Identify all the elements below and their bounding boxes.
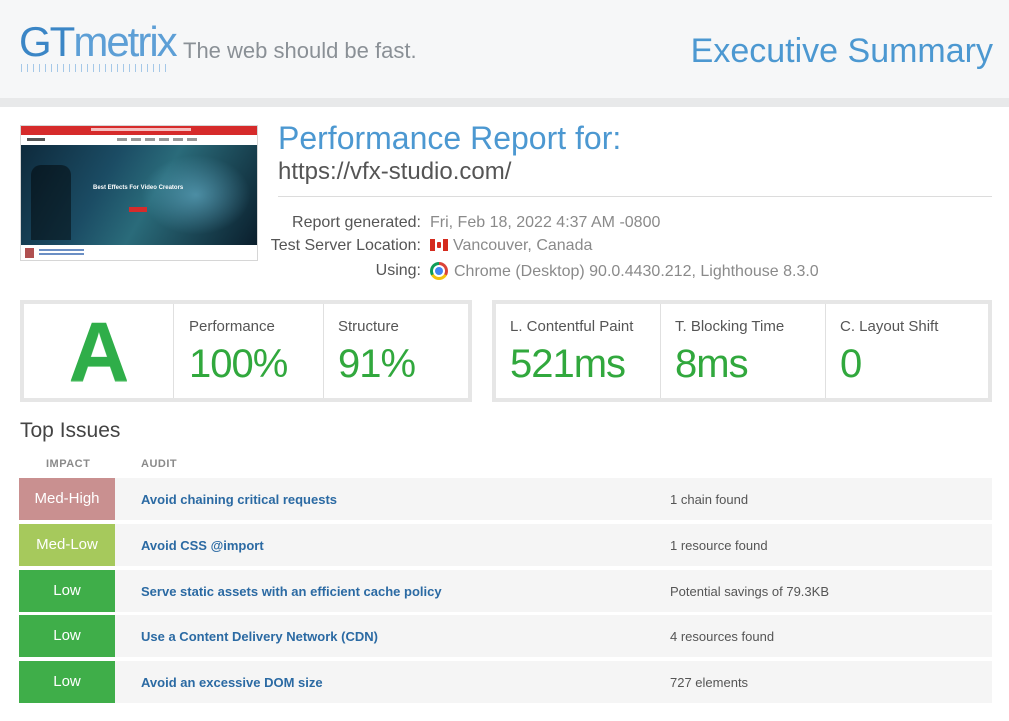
impact-badge: Med-High <box>19 478 115 520</box>
audit-name[interactable]: Use a Content Delivery Network (CDN) <box>141 629 378 644</box>
header-divider <box>0 98 1009 107</box>
impact-badge: Med-Low <box>19 524 115 566</box>
using-value: Chrome (Desktop) 90.0.4430.212, Lighthou… <box>454 263 819 280</box>
logo-gt-text: GT <box>19 18 75 65</box>
issue-row[interactable]: Low Serve static assets with an efficien… <box>19 570 992 612</box>
structure-metric: Structure 91% <box>324 304 468 398</box>
tbt-metric: T. Blocking Time 8ms <box>661 304 825 398</box>
audit-name[interactable]: Avoid chaining critical requests <box>141 492 338 507</box>
audit-column-header: AUDIT <box>141 458 178 470</box>
audit-result: 1 chain found <box>670 492 749 507</box>
cls-metric: C. Layout Shift 0 <box>826 304 988 398</box>
page-title: Executive Summary <box>690 32 993 70</box>
canada-flag-icon <box>430 239 448 251</box>
impact-badge: Low <box>19 661 115 703</box>
impact-column-header: IMPACT <box>46 458 91 470</box>
issue-row[interactable]: Low Use a Content Delivery Network (CDN)… <box>19 615 992 657</box>
web-vitals-panel: L. Contentful Paint 521ms T. Blocking Ti… <box>492 300 992 402</box>
audit-result: 4 resources found <box>670 629 775 644</box>
cls-value: 0 <box>840 342 862 386</box>
lcp-metric: L. Contentful Paint 521ms <box>496 304 660 398</box>
impact-badge: Low <box>19 570 115 612</box>
thumbnail-headline: Best Effects For Video Creators <box>93 185 184 191</box>
performance-value: 100% <box>189 342 288 386</box>
site-screenshot-thumbnail: Best Effects For Video Creators <box>20 125 258 261</box>
issue-row[interactable]: Med-High Avoid chaining critical request… <box>19 478 992 520</box>
gtmetrix-grade-panel: A Performance 100% Structure 91% <box>20 300 472 402</box>
lcp-value: 521ms <box>510 342 626 386</box>
using-label: Using: <box>375 262 421 279</box>
test-location-label: Test Server Location: <box>270 237 421 254</box>
performance-metric: Performance 100% <box>175 304 323 398</box>
audit-result: 727 elements <box>670 675 749 690</box>
audit-name[interactable]: Avoid CSS @import <box>141 538 264 553</box>
audit-name[interactable]: Avoid an excessive DOM size <box>141 675 323 690</box>
report-url[interactable]: https://vfx-studio.com/ <box>278 158 512 185</box>
chrome-icon <box>430 262 448 280</box>
grade-box: A <box>24 304 174 398</box>
structure-label: Structure <box>338 318 399 335</box>
top-issues-title: Top Issues <box>20 419 121 442</box>
page-header: GTmetrix The web should be fast. Executi… <box>0 0 1009 98</box>
grade-letter: A <box>68 305 130 399</box>
tbt-label: T. Blocking Time <box>675 318 785 335</box>
audit-result: Potential savings of 79.3KB <box>670 584 829 599</box>
thumbnail-hero: Best Effects For Video Creators <box>21 145 257 245</box>
tbt-value: 8ms <box>675 342 749 386</box>
impact-badge: Low <box>19 615 115 657</box>
issue-row[interactable]: Low Avoid an excessive DOM size 727 elem… <box>19 661 992 703</box>
issue-row[interactable]: Med-Low Avoid CSS @import 1 resource fou… <box>19 524 992 566</box>
performance-label: Performance <box>189 318 275 335</box>
audit-name[interactable]: Serve static assets with an efficient ca… <box>141 584 442 599</box>
report-generated-value: Fri, Feb 18, 2022 4:37 AM -0800 <box>430 214 661 231</box>
report-generated-label: Report generated: <box>292 214 421 231</box>
structure-value: 91% <box>338 342 416 386</box>
cls-label: C. Layout Shift <box>840 318 939 335</box>
audit-result: 1 resource found <box>670 538 768 553</box>
logo-ruler-decoration <box>21 64 171 72</box>
lcp-label: L. Contentful Paint <box>510 318 634 335</box>
report-divider <box>278 196 992 197</box>
report-title: Performance Report for: <box>278 120 622 156</box>
gtmetrix-logo[interactable]: GTmetrix <box>19 18 178 72</box>
test-location-value: Vancouver, Canada <box>453 237 593 254</box>
tagline: The web should be fast. <box>183 38 417 63</box>
logo-metrix-text: metrix <box>73 18 177 65</box>
